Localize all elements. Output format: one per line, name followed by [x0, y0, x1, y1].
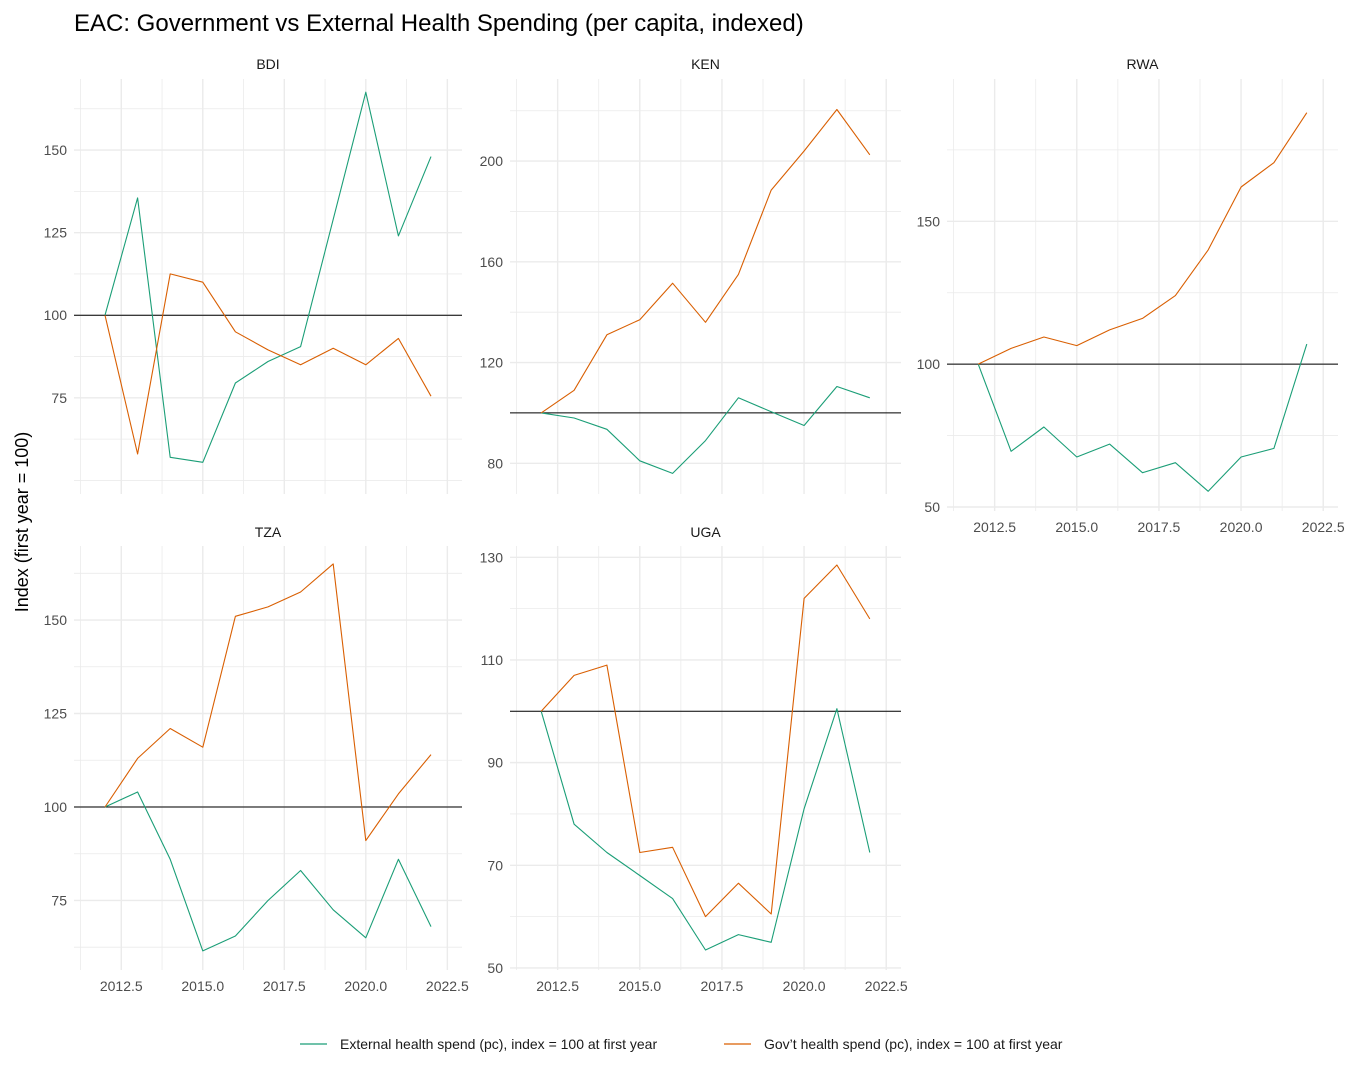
- x-tick-label: 2020.0: [344, 978, 387, 994]
- y-tick-label: 150: [44, 612, 68, 628]
- panel-label-ken: KEN: [691, 56, 720, 72]
- y-tick-label: 75: [51, 390, 67, 406]
- series-line-external-rwa: [977, 343, 1308, 492]
- series-line-gov-tza: [104, 563, 432, 842]
- panel-ken: KEN 80 120 160 200: [480, 56, 901, 494]
- y-tick-label: 125: [44, 225, 68, 241]
- y-tick-label: 110: [481, 652, 504, 668]
- x-tick-label: 2017.5: [263, 978, 306, 994]
- y-tick-label: 90: [487, 755, 503, 771]
- x-tick-label: 2022.5: [426, 978, 469, 994]
- panel-label-uga: UGA: [690, 524, 721, 540]
- y-axis-label: Index (first year = 100): [12, 432, 32, 613]
- y-tick-label: 120: [480, 355, 504, 371]
- x-tick-label: 2015.0: [181, 978, 224, 994]
- panel-label-bdi: BDI: [256, 56, 279, 72]
- y-tick-label: 100: [44, 307, 68, 323]
- y-tick-label: 200: [480, 153, 504, 169]
- y-tick-label: 70: [487, 857, 503, 873]
- series-line-external-ken: [541, 385, 870, 474]
- x-tick-label: 2020.0: [1220, 519, 1263, 535]
- panel-label-tza: TZA: [255, 524, 282, 540]
- panel-tza: TZA 75 100 125 150 2012.5 2015.0 2017.5 2020.0 20…: [44, 524, 469, 994]
- series-line-gov-uga: [540, 564, 871, 918]
- x-tick-label: 2012.5: [536, 978, 579, 994]
- series-line-gov-ken: [540, 108, 871, 414]
- x-tick-label: 2015.0: [618, 978, 661, 994]
- y-tick-label: 150: [917, 213, 941, 229]
- chart-title: EAC: Government vs External Health Spend…: [74, 10, 804, 37]
- series-line-external-tza: [104, 791, 432, 952]
- y-tick-label: 130: [480, 549, 504, 565]
- series-line-external-uga: [540, 708, 871, 951]
- panel-bdi: BDI 75 100 125 150: [44, 56, 462, 494]
- series-line-gov-rwa: [977, 112, 1308, 365]
- x-tick-label: 2012.5: [100, 978, 143, 994]
- x-tick-label: 2022.5: [1302, 519, 1345, 535]
- panel-uga: UGA 50 70 90 110 130 2012.5 2015.0 2017.5 2020.0 2…: [480, 524, 908, 994]
- y-tick-label: 125: [44, 706, 68, 722]
- y-tick-label: 160: [480, 254, 504, 270]
- panel-label-rwa: RWA: [1127, 56, 1160, 72]
- y-tick-label: 50: [487, 960, 503, 976]
- y-tick-label: 50: [924, 499, 940, 515]
- legend: External health spend (pc), index = 100 …: [300, 1036, 1063, 1052]
- panel-rwa: RWA 50 100 150 2012.5 2015.0 2017.5 2020.0 2022.…: [917, 56, 1345, 535]
- legend-label-external: External health spend (pc), index = 100 …: [340, 1036, 657, 1052]
- series-line-gov-bdi: [104, 273, 432, 455]
- x-tick-label: 2012.5: [973, 519, 1016, 535]
- y-tick-label: 75: [51, 892, 67, 908]
- y-tick-label: 80: [487, 455, 503, 471]
- facet-panels: BDI 75 100 125 150 KEN 80 120 160 200 RWA 50 100 150 2…: [44, 56, 1345, 994]
- x-tick-label: 2020.0: [783, 978, 826, 994]
- x-tick-label: 2017.5: [701, 978, 744, 994]
- x-tick-label: 2022.5: [865, 978, 908, 994]
- y-tick-label: 150: [44, 142, 68, 158]
- x-tick-label: 2017.5: [1138, 519, 1181, 535]
- y-tick-label: 100: [44, 799, 68, 815]
- series-line-external-bdi: [104, 91, 432, 463]
- legend-label-gov: Gov’t health spend (pc), index = 100 at …: [764, 1036, 1063, 1052]
- x-tick-label: 2015.0: [1055, 519, 1098, 535]
- y-tick-label: 100: [917, 356, 941, 372]
